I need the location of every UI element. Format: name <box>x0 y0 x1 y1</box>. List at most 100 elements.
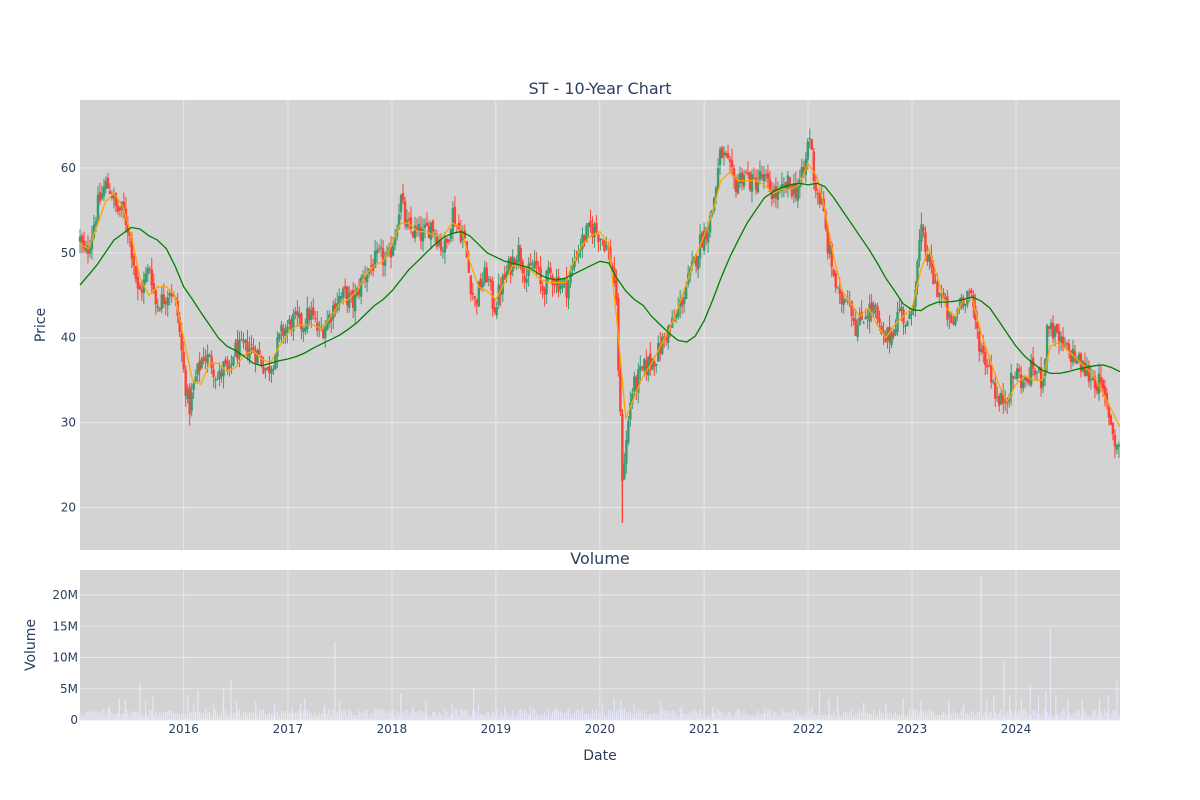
volume-bar <box>242 711 245 720</box>
volume-bar <box>480 714 482 720</box>
candle-body <box>118 208 122 211</box>
volume-bar <box>366 710 368 720</box>
volume-bar <box>737 708 739 720</box>
volume-bar <box>984 712 986 720</box>
candle-body <box>535 260 538 266</box>
volume-bar <box>101 710 103 720</box>
candle-body <box>916 261 919 287</box>
candle-body <box>1000 392 1003 404</box>
volume-bar <box>617 709 619 720</box>
candle-body <box>242 340 245 343</box>
candle-body <box>814 183 817 192</box>
volume-bar <box>474 710 476 720</box>
candle-body <box>806 141 810 160</box>
candle-body <box>1055 323 1059 333</box>
candle-body <box>1004 401 1007 403</box>
candle-body <box>489 279 492 282</box>
volume-bar <box>677 716 679 720</box>
volume-bar <box>298 709 300 720</box>
volume-bar <box>1054 716 1056 720</box>
candle-body <box>766 172 770 179</box>
candle-body <box>844 301 847 303</box>
volume-bar <box>753 716 755 720</box>
volume-bar <box>599 713 602 720</box>
volume-bar <box>500 711 502 720</box>
volume-bar <box>264 713 267 720</box>
volume-bar <box>446 711 448 720</box>
volume-bar <box>203 712 205 720</box>
candle-body <box>1059 336 1063 343</box>
candle-body <box>114 192 118 206</box>
volume-bar <box>777 714 779 720</box>
volume-bar <box>803 716 805 720</box>
candle-body <box>180 333 183 351</box>
candle-body <box>944 297 947 300</box>
volume-bar <box>755 714 757 720</box>
candle-body <box>577 251 580 257</box>
candle-body <box>98 192 102 202</box>
volume-bar <box>105 714 107 720</box>
volume-bar <box>685 714 687 720</box>
candle-body <box>146 268 149 275</box>
candle-body <box>126 224 130 234</box>
volume-bar <box>224 709 227 720</box>
candle-body <box>314 318 317 320</box>
volume-bar <box>252 713 255 720</box>
volume-bar <box>765 714 767 720</box>
volume-bar <box>809 709 811 720</box>
candle-body <box>567 283 570 299</box>
candle-body <box>377 248 381 250</box>
candle-body <box>381 248 385 266</box>
volume-bar <box>118 698 120 720</box>
volume-bar <box>456 709 458 720</box>
x-tick-label: 2022 <box>793 722 824 736</box>
candle-body <box>840 291 843 305</box>
candle-body <box>1099 376 1103 383</box>
volume-bar <box>727 710 729 720</box>
volume-bar <box>374 708 376 720</box>
volume-bar <box>425 701 427 720</box>
volume-bar <box>179 714 181 720</box>
volume-bar <box>484 715 486 720</box>
candle-body <box>794 183 798 198</box>
volume-bar <box>356 715 358 720</box>
volume-bar <box>195 711 197 720</box>
volume-bar <box>139 682 141 720</box>
volume-bar <box>761 714 763 720</box>
candle-body <box>96 194 100 222</box>
candle-body <box>170 293 173 297</box>
volume-bar <box>113 715 115 720</box>
volume-bar <box>906 714 909 720</box>
volume-bar <box>444 709 446 720</box>
volume-bar <box>346 716 348 720</box>
volume-bar <box>310 712 312 720</box>
volume-bar <box>894 711 897 720</box>
candle-body <box>425 222 429 226</box>
volume-bar <box>438 712 440 720</box>
volume-bar <box>711 713 713 720</box>
candle-body <box>908 314 911 320</box>
volume-bar <box>663 710 665 720</box>
volume-bar <box>849 711 851 720</box>
volume-bar <box>1020 698 1023 720</box>
candle-body <box>673 319 676 322</box>
volume-bar <box>661 709 663 720</box>
volume-bar <box>785 711 787 720</box>
candle-body <box>1097 373 1101 394</box>
candle-body <box>605 245 608 248</box>
volume-bar <box>536 713 538 720</box>
candle-body <box>996 396 999 398</box>
candle-body <box>866 315 869 319</box>
volume-bar <box>882 714 885 720</box>
candle-body <box>541 286 544 291</box>
volume-bar <box>549 714 552 720</box>
candle-body <box>401 193 405 201</box>
candle-body <box>555 277 558 286</box>
candle-body <box>874 305 877 307</box>
volume-bar <box>837 696 839 720</box>
candle-body <box>1085 365 1089 377</box>
volume-bar <box>890 713 893 720</box>
volume-bar <box>494 713 496 720</box>
volume-bar <box>998 713 1000 720</box>
